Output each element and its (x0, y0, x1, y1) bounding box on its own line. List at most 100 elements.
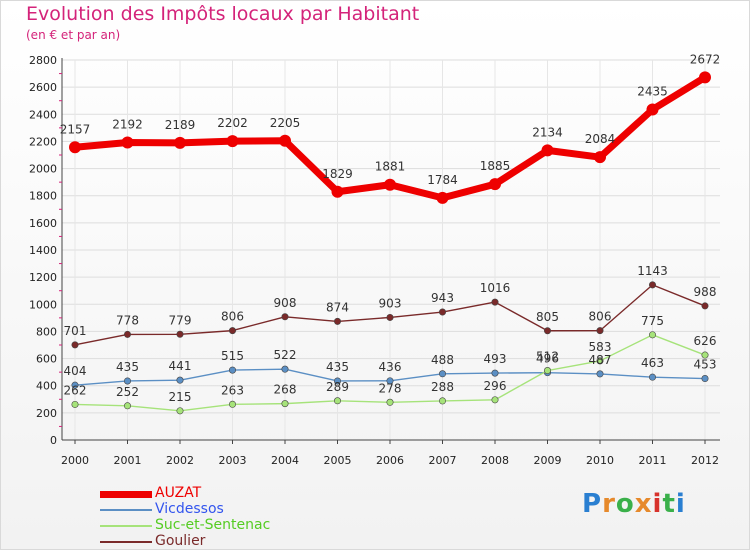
data-point-Suc-et-Sentenac (648, 331, 656, 339)
data-label: 1016 (480, 281, 511, 295)
y-tick-label: 1800 (29, 190, 57, 203)
data-label: 806 (589, 310, 612, 324)
legend-swatch (100, 490, 152, 498)
data-point-Goulier (333, 317, 341, 325)
data-point-Goulier (596, 327, 604, 335)
data-label: 2084 (585, 132, 616, 146)
data-label: 2189 (165, 118, 196, 132)
data-label: 435 (326, 360, 349, 374)
data-label: 943 (431, 291, 454, 305)
proxiti-logo: Proxiti (582, 489, 686, 519)
data-label: 1885 (480, 159, 511, 173)
data-label: 463 (641, 356, 664, 370)
legend-swatch (100, 509, 152, 511)
logo-letter: t (662, 489, 676, 519)
data-point-Vicdessos (596, 370, 604, 378)
data-point-Vicdessos (71, 381, 79, 389)
data-point-Goulier (124, 330, 132, 338)
data-point-Goulier (176, 330, 184, 338)
logo-letter: i (652, 489, 663, 519)
data-label: 2672 (690, 52, 721, 66)
data-label: 908 (274, 296, 297, 310)
data-label: 626 (694, 334, 717, 348)
x-tick-label: 2005 (324, 454, 352, 467)
data-label: 487 (589, 353, 612, 367)
legend-label: Vicdessos (155, 501, 224, 517)
y-tick-label: 2200 (29, 135, 57, 148)
data-point-Goulier (491, 298, 499, 306)
y-tick-label: 400 (36, 380, 57, 393)
data-point-AUZAT (384, 178, 396, 191)
x-tick-label: 2004 (271, 454, 299, 467)
data-label: 775 (641, 314, 664, 328)
data-point-Vicdessos (229, 366, 237, 374)
data-point-Vicdessos (176, 376, 184, 384)
logo-letter: r (602, 489, 616, 519)
y-tick-label: 0 (50, 434, 57, 447)
data-label: 288 (431, 380, 454, 394)
data-label: 2202 (217, 116, 248, 130)
data-point-Suc-et-Sentenac (438, 397, 446, 405)
data-label: 1881 (375, 160, 406, 174)
data-label: 252 (116, 385, 139, 399)
legend-label: AUZAT (155, 485, 202, 501)
data-label: 512 (536, 350, 559, 364)
data-point-AUZAT (174, 136, 186, 149)
data-point-AUZAT (226, 135, 239, 148)
data-label: 2205 (270, 116, 301, 130)
data-point-AUZAT (646, 103, 659, 116)
data-point-Suc-et-Sentenac (596, 357, 604, 365)
y-tick-label: 1600 (29, 217, 57, 230)
x-tick-label: 2007 (429, 454, 457, 467)
data-label: 874 (326, 300, 349, 314)
x-tick-label: 2000 (61, 454, 89, 467)
data-point-Vicdessos (333, 377, 341, 385)
y-tick-label: 800 (36, 325, 57, 338)
legend-label: Suc-et-Sentenac (155, 517, 271, 533)
data-point-Goulier (281, 313, 289, 321)
legend-swatch (100, 541, 152, 543)
data-label: 2157 (60, 122, 91, 136)
data-label: 1143 (637, 264, 668, 278)
data-point-AUZAT (541, 144, 554, 157)
data-point-Suc-et-Sentenac (124, 402, 132, 410)
chart-title: Evolution des Impôts locaux par Habitant (26, 3, 420, 25)
data-point-Vicdessos (438, 370, 446, 378)
data-label: 2192 (112, 118, 143, 132)
x-tick-label: 2003 (219, 454, 247, 467)
data-label: 2435 (637, 85, 668, 99)
data-point-AUZAT (69, 141, 81, 154)
data-label: 903 (379, 296, 402, 310)
data-label: 215 (169, 390, 192, 404)
data-point-Vicdessos (648, 373, 656, 381)
data-label: 404 (64, 364, 87, 378)
data-point-Suc-et-Sentenac (333, 397, 341, 405)
data-label: 263 (221, 383, 244, 397)
data-label: 515 (221, 349, 244, 363)
y-tick-label: 2600 (29, 81, 57, 94)
y-tick-label: 2400 (29, 108, 57, 121)
data-point-AUZAT (331, 185, 344, 198)
data-label: 453 (694, 358, 717, 372)
data-label: 435 (116, 360, 139, 374)
legend-swatch (100, 525, 152, 527)
data-label: 2134 (532, 125, 563, 139)
y-tick-label: 1200 (29, 271, 57, 284)
x-tick-label: 2012 (691, 454, 719, 467)
data-point-AUZAT (436, 191, 449, 204)
data-label: 496 (536, 352, 559, 366)
data-point-Suc-et-Sentenac (281, 400, 289, 408)
data-point-Suc-et-Sentenac (176, 407, 184, 415)
data-point-AUZAT (121, 136, 134, 149)
x-tick-label: 2002 (166, 454, 194, 467)
data-point-Goulier (438, 308, 446, 316)
data-point-Goulier (701, 302, 709, 310)
y-tick-label: 1000 (29, 298, 57, 311)
legend-label: Goulier (155, 533, 206, 549)
x-tick-label: 2001 (114, 454, 142, 467)
data-label: 262 (64, 383, 87, 397)
data-point-AUZAT (279, 134, 291, 147)
x-tick-label: 2010 (586, 454, 614, 467)
